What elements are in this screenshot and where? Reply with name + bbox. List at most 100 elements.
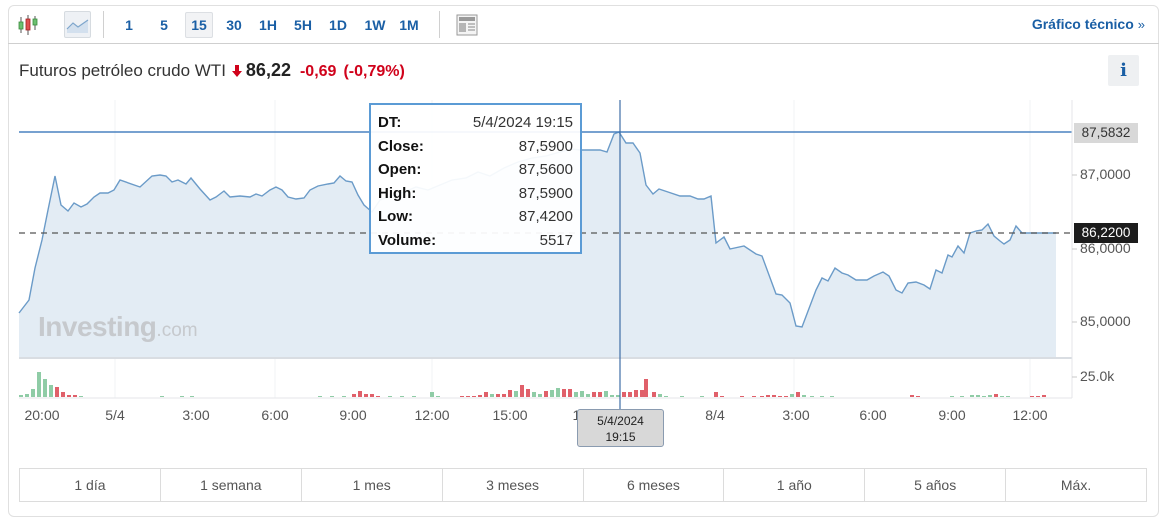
x-axis-label: 6:00 [261,407,289,423]
x-axis-label: 3:00 [182,407,210,423]
x-axis-label: 8/4 [705,407,725,423]
volume-bar [598,392,602,397]
volume-bar [740,396,744,397]
last-price: 86,22 [245,60,291,80]
volume-bar [658,394,662,397]
high-line-price-tag: 87,5832 [1074,123,1138,143]
volume-bar [544,391,548,397]
volume-bar [586,394,590,397]
double-chevron-right-icon: » [1137,17,1145,32]
x-axis-label: 3:00 [782,407,810,423]
y-axis-label: 87,0000 [1080,166,1131,182]
news-layout-icon [456,14,478,36]
x-axis-label: 12:00 [1012,407,1048,423]
period-1-week[interactable]: 1 semana [161,469,302,501]
volume-bar [916,396,920,397]
price-change-percent: (-0,79%) [343,63,405,80]
period-1-day[interactable]: 1 día [20,469,161,501]
volume-bar [31,389,35,397]
volume-bar [49,385,53,397]
info-button[interactable]: i [1108,55,1139,86]
tooltip-row-high: High: 87,5900 [378,184,573,202]
toolbar-divider [439,11,440,38]
candlestick-chart-button[interactable] [16,13,44,37]
volume-bar [1006,396,1010,397]
quote-header: Futuros petróleo crudo WTI 86,22 -0,69 (… [19,60,405,81]
volume-bar [714,392,718,397]
crosshair-date-label: 5/4/2024 19:15 [577,409,664,447]
volume-bar [79,396,83,397]
interval-1[interactable]: 1 [125,17,133,33]
volume-bar [538,394,542,397]
period-6-months[interactable]: 6 meses [584,469,725,501]
tooltip-row-open: Open: 87,5600 [378,161,573,178]
interval-15[interactable]: 15 [185,12,213,38]
volume-bar [1042,395,1046,397]
interval-1d[interactable]: 1D [329,17,347,33]
period-1-month[interactable]: 1 mes [302,469,443,501]
volume-bar [784,396,788,397]
x-axis-label: 6:00 [859,407,887,423]
period-max[interactable]: Máx. [1060,477,1092,493]
x-axis-label: 15:00 [492,407,528,423]
volume-bar [430,392,434,397]
news-layout-button[interactable] [456,14,478,36]
volume-bar [982,396,986,397]
interval-5h[interactable]: 5H [294,17,312,33]
volume-bar [496,394,500,397]
volume-bar [342,396,346,397]
volume-bar [574,392,578,397]
interval-1w[interactable]: 1W [364,17,386,33]
volume-bar [19,395,23,397]
volume-bar [830,396,834,397]
volume-bar [376,396,380,397]
volume-bar [950,396,954,397]
volume-bar [190,396,194,397]
interval-1m[interactable]: 1M [399,17,419,33]
volume-bars [19,372,1046,397]
area-chart-icon [66,19,89,33]
volume-bar [790,394,794,397]
y-axis-label: 86,0000 [1080,240,1131,256]
x-axis-label: 5/4 [105,407,125,423]
interval-30[interactable]: 30 [226,17,242,33]
volume-bar [388,396,392,397]
tooltip-row-datetime: DT: 5/4/2024 19:15 [378,114,573,131]
volume-bar [532,392,536,397]
technical-chart-link[interactable]: Gráfico técnico» [1032,16,1145,32]
volume-bar [610,395,614,397]
volume-bar [412,396,416,397]
interval-1h[interactable]: 1H [259,17,277,33]
volume-bar [580,391,584,397]
volume-bar [592,392,596,397]
volume-bar [970,395,974,397]
volume-bar [400,396,404,397]
area-chart-button[interactable] [64,11,91,38]
volume-bar [1036,396,1040,397]
volume-bar [436,396,440,397]
volume-bar [994,394,998,397]
arrow-down-icon [231,62,242,77]
volume-bar [604,391,608,397]
period-5-years[interactable]: 5 años [865,469,1007,501]
candlestick-icon [18,15,38,35]
volume-bar [478,395,482,397]
volume-bar [37,372,41,397]
period-1-year[interactable]: 1 año [724,469,866,501]
tooltip-row-volume: Volume: 5517 [378,231,573,249]
y-axis-label: 85,0000 [1080,313,1131,329]
volume-bar [664,396,668,397]
period-3-months[interactable]: 3 meses [443,469,584,501]
volume-bar [772,395,776,397]
volume-bar [700,396,704,397]
interval-5[interactable]: 5 [160,17,168,33]
volume-bar [556,388,560,397]
volume-bar [562,389,566,397]
tooltip-row-close: Close: 87,5900 [378,137,573,155]
volume-bar [1030,396,1034,397]
volume-bar [358,391,362,397]
volume-bar [778,396,782,397]
volume-bar [160,396,164,397]
volume-bar [680,396,684,397]
volume-bar [466,396,470,397]
